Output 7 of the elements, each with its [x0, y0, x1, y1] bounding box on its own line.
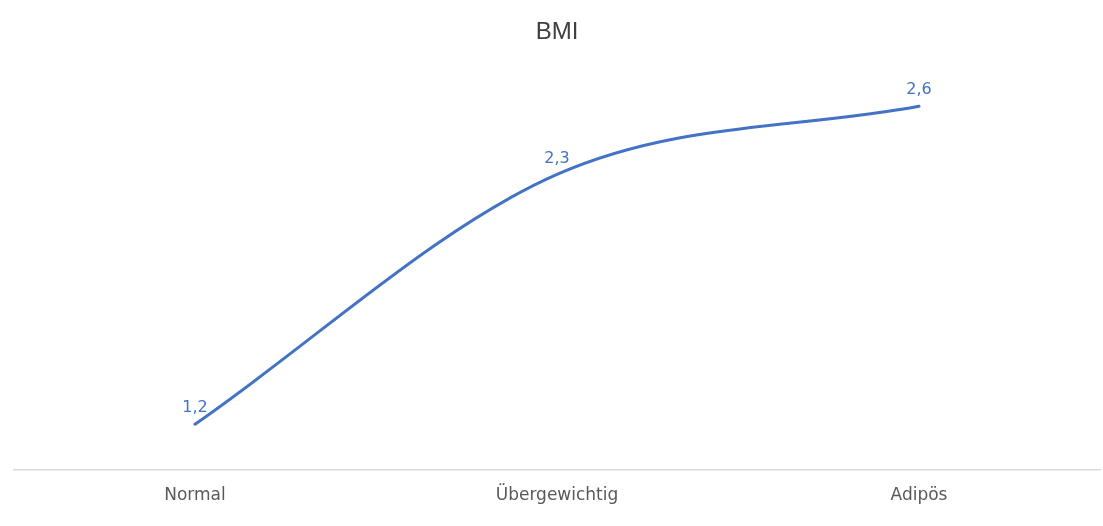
data-label: 1,2	[182, 397, 208, 417]
x-tick-label: Übergewichtig	[495, 483, 619, 505]
x-tick-label: Normal	[164, 484, 226, 505]
x-tick-label: Adipös	[890, 484, 948, 505]
chart-title: BMI	[535, 17, 579, 45]
data-label: 2,3	[544, 147, 570, 167]
data-label: 2,6	[906, 79, 932, 99]
